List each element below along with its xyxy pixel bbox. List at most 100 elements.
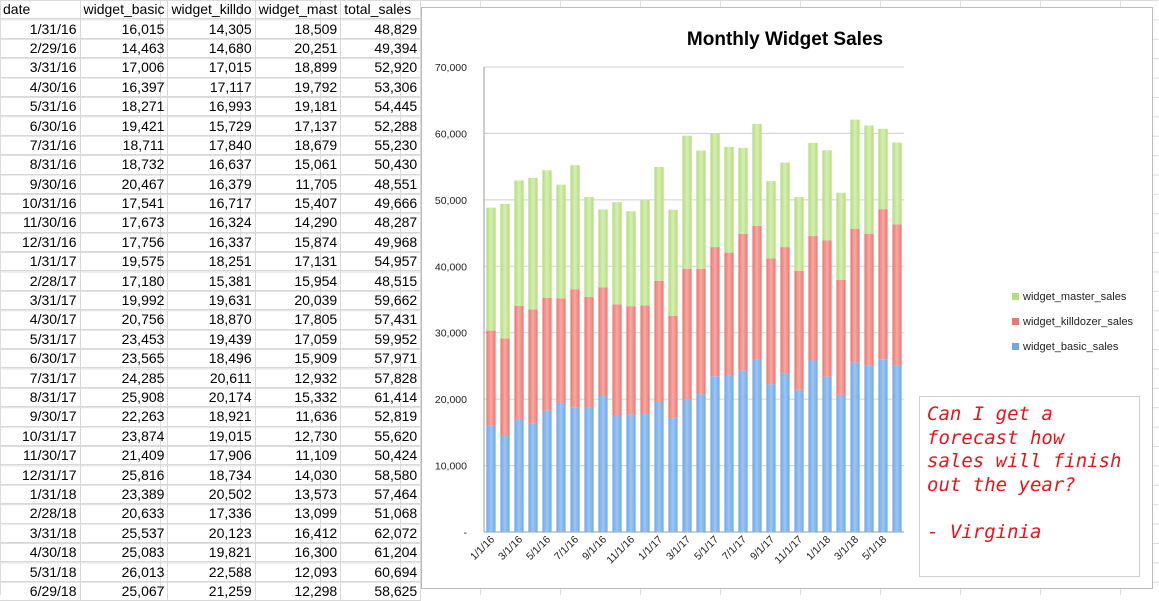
value-cell[interactable]: 52,288	[340, 115, 422, 136]
value-cell[interactable]: 17,906	[167, 445, 256, 466]
value-cell[interactable]: 18,496	[167, 348, 256, 369]
value-cell[interactable]: 26,013	[80, 561, 169, 582]
value-cell[interactable]: 15,954	[255, 270, 342, 291]
value-cell[interactable]: 25,083	[80, 542, 169, 563]
date-cell[interactable]: 3/31/16	[0, 57, 81, 78]
value-cell[interactable]: 17,805	[255, 309, 342, 330]
value-cell[interactable]: 20,467	[80, 174, 169, 194]
value-cell[interactable]: 11,705	[255, 174, 342, 194]
value-cell[interactable]: 20,633	[80, 503, 169, 524]
value-cell[interactable]: 23,874	[80, 426, 169, 446]
value-cell[interactable]: 16,412	[255, 523, 342, 543]
value-cell[interactable]: 15,909	[255, 348, 342, 369]
value-cell[interactable]: 54,957	[340, 251, 422, 272]
value-cell[interactable]: 58,625	[340, 581, 422, 601]
value-cell[interactable]: 17,117	[167, 77, 256, 97]
value-cell[interactable]: 48,515	[340, 270, 422, 291]
value-cell[interactable]: 58,580	[340, 464, 422, 485]
value-cell[interactable]: 24,285	[80, 367, 169, 388]
value-cell[interactable]: 13,573	[255, 484, 342, 505]
value-cell[interactable]: 16,717	[167, 193, 256, 214]
value-cell[interactable]: 19,792	[255, 77, 342, 97]
value-cell[interactable]: 17,180	[80, 270, 169, 291]
value-cell[interactable]: 18,921	[167, 406, 256, 427]
value-cell[interactable]: 17,673	[80, 212, 169, 233]
date-cell[interactable]: 11/30/16	[0, 212, 81, 233]
value-cell[interactable]: 48,829	[340, 18, 422, 39]
value-cell[interactable]: 22,588	[167, 561, 256, 582]
value-cell[interactable]: 20,756	[80, 309, 169, 330]
column-header[interactable]: widget_killdo	[167, 0, 256, 20]
value-cell[interactable]: 21,259	[167, 581, 256, 601]
value-cell[interactable]: 20,174	[167, 387, 256, 408]
value-cell[interactable]: 48,551	[340, 174, 422, 194]
date-cell[interactable]: 6/30/17	[0, 348, 81, 369]
value-cell[interactable]: 52,920	[340, 57, 422, 78]
value-cell[interactable]: 16,637	[167, 154, 256, 175]
value-cell[interactable]: 16,379	[167, 174, 256, 194]
date-cell[interactable]: 5/31/18	[0, 561, 81, 582]
value-cell[interactable]: 48,287	[340, 212, 422, 233]
value-cell[interactable]: 14,290	[255, 212, 342, 233]
value-cell[interactable]: 53,306	[340, 77, 422, 97]
date-cell[interactable]: 6/29/18	[0, 581, 81, 601]
value-cell[interactable]: 55,230	[340, 135, 422, 156]
value-cell[interactable]: 60,694	[340, 561, 422, 582]
date-cell[interactable]: 1/31/18	[0, 484, 81, 505]
value-cell[interactable]: 18,251	[167, 251, 256, 272]
value-cell[interactable]: 14,463	[80, 38, 169, 59]
value-cell[interactable]: 16,300	[255, 542, 342, 563]
value-cell[interactable]: 19,821	[167, 542, 256, 563]
date-cell[interactable]: 1/31/17	[0, 251, 81, 272]
date-cell[interactable]: 9/30/16	[0, 174, 81, 194]
date-cell[interactable]: 11/30/17	[0, 445, 81, 466]
value-cell[interactable]: 15,381	[167, 270, 256, 291]
value-cell[interactable]: 16,397	[80, 77, 169, 97]
value-cell[interactable]: 19,015	[167, 426, 256, 446]
value-cell[interactable]: 18,734	[167, 464, 256, 485]
value-cell[interactable]: 18,679	[255, 135, 342, 156]
value-cell[interactable]: 62,072	[340, 523, 422, 543]
date-cell[interactable]: 10/31/17	[0, 426, 81, 446]
date-cell[interactable]: 7/31/17	[0, 367, 81, 388]
column-header[interactable]: widget_basic	[80, 0, 169, 20]
date-cell[interactable]: 5/31/16	[0, 96, 81, 117]
column-header[interactable]: date	[0, 0, 81, 20]
value-cell[interactable]: 17,840	[167, 135, 256, 156]
value-cell[interactable]: 49,968	[340, 232, 422, 253]
value-cell[interactable]: 57,431	[340, 309, 422, 330]
value-cell[interactable]: 18,899	[255, 57, 342, 78]
value-cell[interactable]: 17,006	[80, 57, 169, 78]
value-cell[interactable]: 18,711	[80, 135, 169, 156]
date-cell[interactable]: 12/31/16	[0, 232, 81, 253]
value-cell[interactable]: 57,464	[340, 484, 422, 505]
date-cell[interactable]: 4/30/16	[0, 77, 81, 97]
date-cell[interactable]: 4/30/17	[0, 309, 81, 330]
date-cell[interactable]: 2/28/18	[0, 503, 81, 524]
date-cell[interactable]: 5/31/17	[0, 329, 81, 350]
date-cell[interactable]: 3/31/18	[0, 523, 81, 543]
value-cell[interactable]: 19,421	[80, 115, 169, 136]
date-cell[interactable]: 8/31/16	[0, 154, 81, 175]
date-cell[interactable]: 7/31/16	[0, 135, 81, 156]
value-cell[interactable]: 13,099	[255, 503, 342, 524]
value-cell[interactable]: 16,324	[167, 212, 256, 233]
value-cell[interactable]: 20,502	[167, 484, 256, 505]
value-cell[interactable]: 50,430	[340, 154, 422, 175]
value-cell[interactable]: 61,414	[340, 387, 422, 408]
date-cell[interactable]: 2/29/16	[0, 38, 81, 59]
value-cell[interactable]: 17,131	[255, 251, 342, 272]
value-cell[interactable]: 20,611	[167, 367, 256, 388]
value-cell[interactable]: 16,337	[167, 232, 256, 253]
date-cell[interactable]: 3/31/17	[0, 290, 81, 311]
chart-panel[interactable]: Monthly Widget Sales - 10,000 20,000 30,000 4…	[421, 7, 1153, 589]
value-cell[interactable]: 51,068	[340, 503, 422, 524]
value-cell[interactable]: 12,093	[255, 561, 342, 582]
stacked-bar-chart[interactable]: Monthly Widget Sales - 10,000 20,000 30,000 4…	[422, 8, 1152, 588]
value-cell[interactable]: 57,828	[340, 367, 422, 388]
value-cell[interactable]: 22,263	[80, 406, 169, 427]
value-cell[interactable]: 15,729	[167, 115, 256, 136]
date-cell[interactable]: 9/30/17	[0, 406, 81, 427]
value-cell[interactable]: 49,394	[340, 38, 422, 59]
value-cell[interactable]: 19,575	[80, 251, 169, 272]
